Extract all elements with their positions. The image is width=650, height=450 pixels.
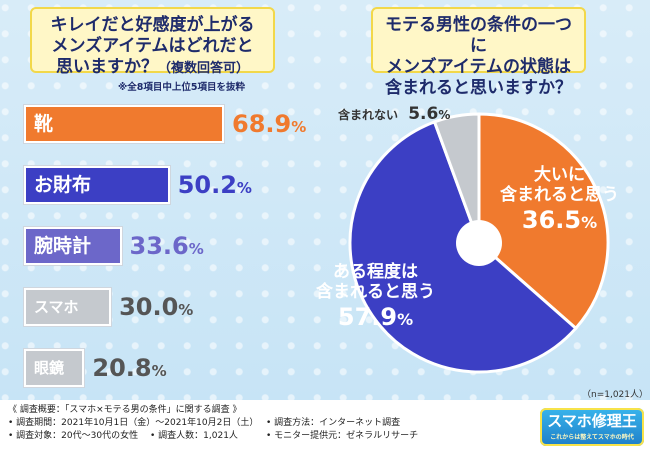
pie-chart [348, 112, 610, 374]
pie-center-hole [456, 220, 502, 266]
pie-unit-big: % [581, 213, 598, 232]
left-question-line2: メンズアイテムはどれだと [51, 36, 254, 56]
left-note: ※全8項目中上位5項目を抜粋 [118, 82, 245, 93]
bar-value-label-1: 50.2% [177, 171, 252, 199]
footer-title: 《 調査概要：「スマホ×モテる男の条件」に関する調査 》 [8, 405, 242, 415]
logo-tagline: これからは整えてスマホの時代 [550, 434, 634, 441]
right-question-line2: メンズアイテムの状態は [386, 57, 571, 77]
brand-logo: スマホ修理王 これからは整えてスマホの時代 [540, 408, 644, 446]
bar-value-label-3: 30.0% [119, 293, 194, 321]
pie-value-big: 36.5 [521, 206, 582, 234]
pie-unit-some: % [397, 310, 414, 329]
left-question-line3: 思いますか？ [55, 57, 158, 77]
pie-slice-0 [477, 112, 610, 331]
left-question-box: キレイだと好感度が上がる メンズアイテムはどれだと 思いますか？（複数回答可） [30, 7, 275, 77]
bar-value-label-2: 33.6% [129, 232, 204, 260]
pie-value-some: 57.9 [337, 303, 398, 331]
footer-target: • 調査対象：20代～30代の女性 [8, 431, 139, 441]
bar-4: 眼鏡 [24, 349, 85, 387]
right-question-box: モテる男性の条件の一つに メンズアイテムの状態は 含まれると思いますか？ [371, 7, 586, 98]
sample-size: （n=1,021人） [582, 390, 649, 400]
pie-label-big-line2: 含まれると思う [500, 185, 619, 205]
left-question-suffix: （複数回答可） [157, 61, 249, 76]
pie-label-some: ある程度は 含まれると思う 57.9% [316, 262, 435, 335]
bar-value-label-4: 20.8% [92, 354, 167, 382]
bar-1: お財布 [24, 166, 170, 204]
bar-value-label-0: 68.9% [232, 110, 307, 138]
pie-label-some-line2: 含まれると思う [316, 282, 435, 302]
pie-label-big-line1: 大いに [534, 165, 585, 185]
right-question-line3: 含まれると思いますか？ [385, 78, 572, 98]
left-question-line1: キレイだと好感度が上がる [50, 15, 255, 35]
pie-label-none: 含まれない 5.6% [338, 104, 450, 124]
pie-value-none: 5.6 [408, 104, 439, 124]
footer-period: • 調査期間：2021年10月1日（金）～2021年10月2日（土） [8, 418, 259, 428]
footer-method: • 調査方法：インターネット調査 [266, 418, 401, 428]
footer-count: • 調査人数：1,021人 [150, 431, 238, 441]
pie-label-some-line1: ある程度は [333, 262, 418, 282]
pie-label-none-text: 含まれない [338, 108, 399, 122]
footer-provider: • モニター提供元：ゼネラルリサーチ [266, 431, 419, 441]
logo-text: スマホ修理王 [547, 412, 637, 430]
bar-3: スマホ [24, 288, 112, 326]
right-question-line1: モテる男性の条件の一つに [385, 15, 572, 56]
pie-label-big: 大いに 含まれると思う 36.5% [500, 165, 619, 238]
bar-0: 靴 [24, 105, 224, 143]
pie-slice-2 [432, 112, 481, 244]
bar-2: 腕時計 [24, 227, 122, 265]
pie-unit-none: % [438, 108, 451, 122]
